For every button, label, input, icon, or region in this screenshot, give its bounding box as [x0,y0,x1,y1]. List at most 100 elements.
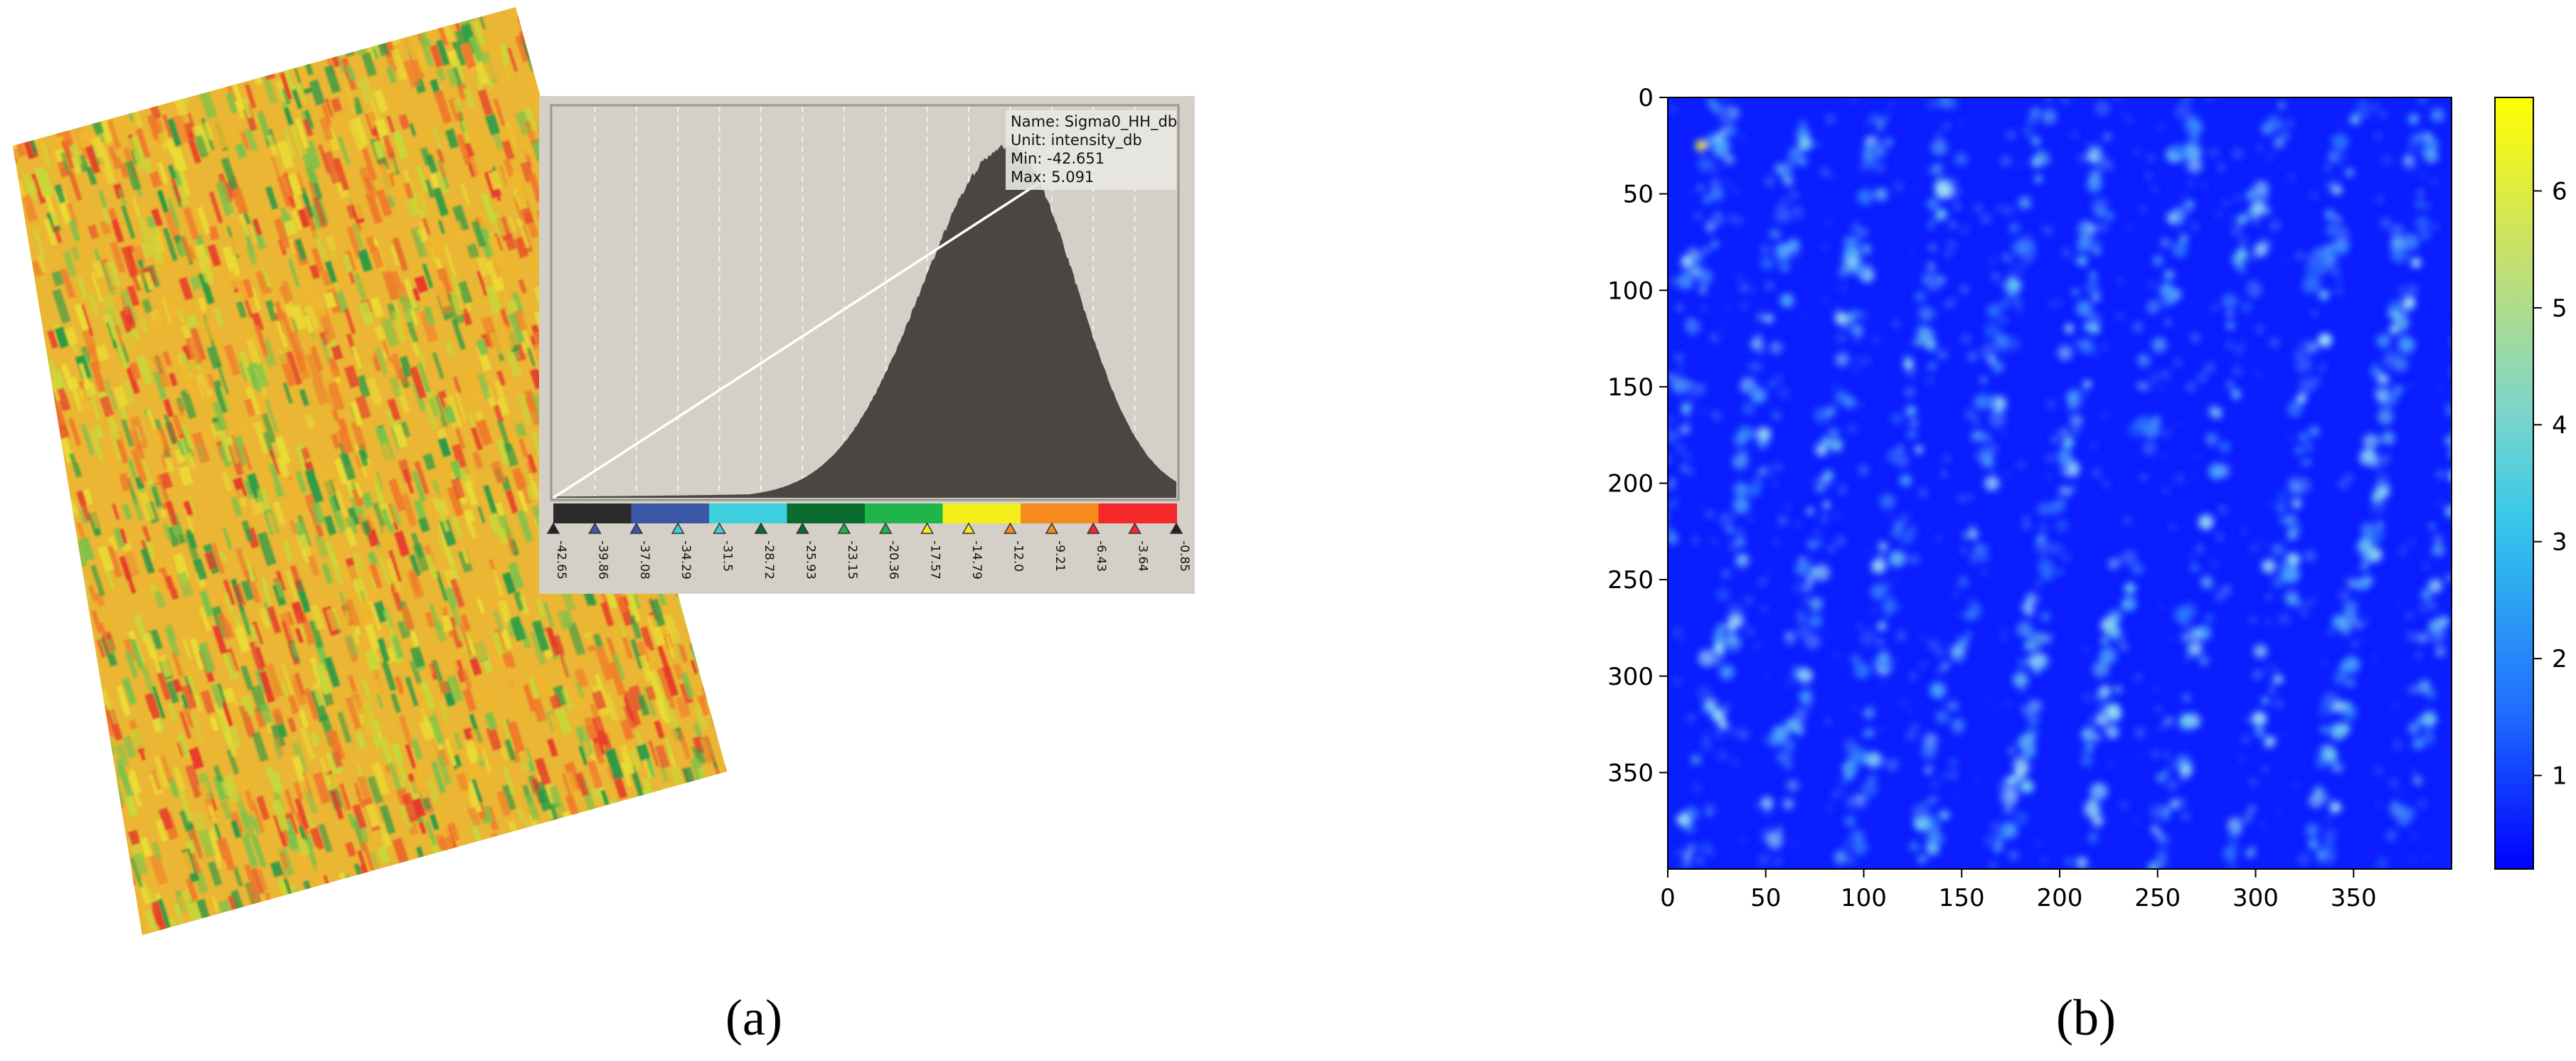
speckle [112,503,120,521]
speckle [119,295,129,315]
speckle [460,614,472,632]
speckle [629,710,642,727]
speckle [567,622,586,656]
speckle [581,36,598,65]
slider-handle[interactable] [1086,522,1100,534]
speckle [17,927,32,935]
hotspot [1905,405,1917,417]
speckle [59,917,75,935]
speckle [357,911,372,935]
speckle [106,700,117,725]
slider-handle[interactable] [837,522,851,534]
speckle [536,789,547,804]
slider-handle[interactable] [754,522,768,534]
slider-handle[interactable] [671,522,685,534]
hotspot [2250,544,2259,553]
hotspot [1876,540,1883,548]
hotspot [2147,154,2156,162]
speckle [659,719,670,737]
slider-handle[interactable] [713,522,726,534]
speckle [561,772,572,796]
speckle [255,7,265,22]
speckle [517,490,529,513]
speckle [235,142,248,159]
speckle [581,49,595,76]
speckle [435,849,449,873]
speckle [120,418,134,447]
speckle [586,27,597,46]
hotspot [2294,447,2304,455]
slider-handle[interactable] [1004,522,1017,534]
hotspot [1932,781,1939,788]
speckle [449,601,462,628]
hotspot [2253,243,2267,257]
slider-handle[interactable] [1128,522,1141,534]
slider-handle[interactable] [878,522,893,534]
speckle [524,841,544,876]
hotspot [2333,671,2348,685]
slider-handle[interactable] [546,522,560,534]
speckle [515,422,527,437]
speckle [464,738,479,761]
hotspot [1866,499,1869,503]
speckle [318,902,332,935]
speckle [74,387,87,414]
hotspot [2380,217,2391,229]
slider-handle[interactable] [629,522,644,534]
speckle [485,848,499,875]
hotspot [2415,200,2424,208]
hotspot [1930,833,1934,838]
slider-handle[interactable] [588,522,602,534]
speckle [191,715,203,742]
speckle [176,571,193,598]
speckle [13,302,24,334]
hotspot [2288,536,2293,541]
speckle [324,97,334,117]
speckle [307,554,320,577]
hotspot [1923,857,1928,862]
hotspot [2021,705,2029,713]
hotspot [2297,853,2311,866]
speckle [23,9,38,36]
speckle [410,660,422,685]
slider-handle[interactable] [1045,522,1059,534]
hotspot [1764,176,1775,187]
hotspot [1676,304,1683,311]
speckle [457,549,473,573]
hotspot [1844,249,1856,261]
speckle [576,817,585,832]
hotspot [2022,514,2031,522]
speckle [296,42,308,68]
speckle [166,117,182,147]
speckle [17,526,33,557]
speckle [18,863,33,883]
hotspot [2196,372,2208,383]
slider-handle[interactable] [796,522,809,534]
speckle [289,239,297,255]
slider-handle[interactable] [920,522,934,534]
speckle [351,223,364,250]
speckle [292,741,309,774]
speckle [235,46,246,65]
color-sliders[interactable]: -42.65 -39.86 -37.08 -34.29 -31.5 -28.72 -25.9… [546,522,1191,580]
speckle [15,577,32,604]
y-tick-label: 200 [1607,470,1654,498]
hotspot [2087,833,2099,843]
speckle [444,340,456,358]
speckle [65,622,85,656]
slider-handle[interactable] [1169,522,1183,534]
speckle [334,512,347,533]
hotspot [2361,545,2378,563]
hotspot [2273,669,2278,674]
speckle [51,270,65,287]
slider-handle[interactable] [962,522,976,534]
speckle [151,429,165,452]
speckle [144,271,155,291]
hotspot [2050,543,2063,555]
speckle [494,849,509,876]
hotspot [1773,233,1781,240]
speckle [504,171,518,194]
speckle [241,834,258,868]
speckle [46,730,60,755]
speckle [477,676,489,705]
